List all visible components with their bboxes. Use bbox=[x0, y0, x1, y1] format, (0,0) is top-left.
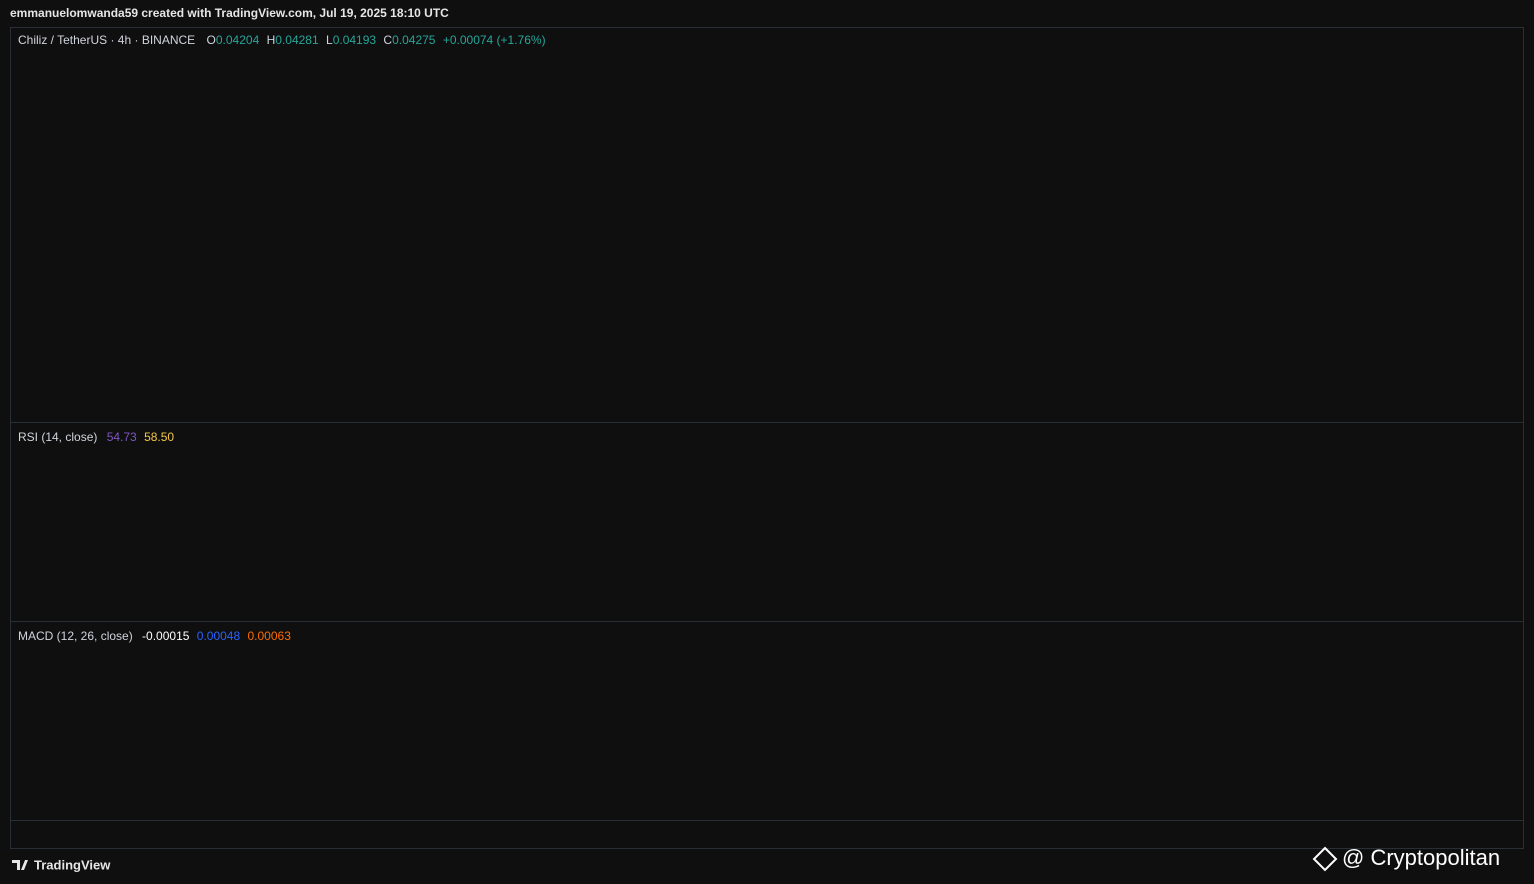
credit: emmanuelomwanda59 created with TradingVi… bbox=[10, 6, 449, 20]
rsi-ma-value: 58.50 bbox=[144, 430, 174, 444]
rsi-value: 54.73 bbox=[107, 430, 137, 444]
hist-value: -0.00015 bbox=[142, 629, 190, 643]
l-letter: L bbox=[326, 33, 333, 47]
brand-logo bbox=[12, 860, 28, 870]
c-value: 0.04275 bbox=[392, 33, 436, 47]
l-value: 0.04193 bbox=[333, 33, 377, 47]
o-letter: O bbox=[207, 33, 216, 47]
o-value: 0.04204 bbox=[216, 33, 260, 47]
watermark-logo bbox=[1312, 846, 1338, 872]
brand: TradingView bbox=[34, 857, 111, 872]
symbol: Chiliz / TetherUS · 4h · BINANCE bbox=[18, 33, 195, 47]
watermark: @ Cryptopolitan bbox=[1342, 845, 1500, 870]
h-letter: H bbox=[267, 33, 276, 47]
price-legend: Chiliz / TetherUS · 4h · BINANCE O0.0420… bbox=[18, 33, 546, 47]
macd-legend: MACD (12, 26, close) -0.00015 0.00048 0.… bbox=[18, 629, 291, 643]
change: +0.00074 (+1.76%) bbox=[443, 33, 546, 47]
macd-title: MACD (12, 26, close) bbox=[18, 629, 133, 643]
c-letter: C bbox=[383, 33, 392, 47]
h-value: 0.04281 bbox=[275, 33, 319, 47]
rsi-title: RSI (14, close) bbox=[18, 430, 97, 444]
chart-frame bbox=[10, 27, 1524, 849]
rsi-legend: RSI (14, close) 54.73 58.50 bbox=[18, 430, 174, 444]
signal-value: 0.00063 bbox=[248, 629, 292, 643]
macd-value: 0.00048 bbox=[197, 629, 241, 643]
